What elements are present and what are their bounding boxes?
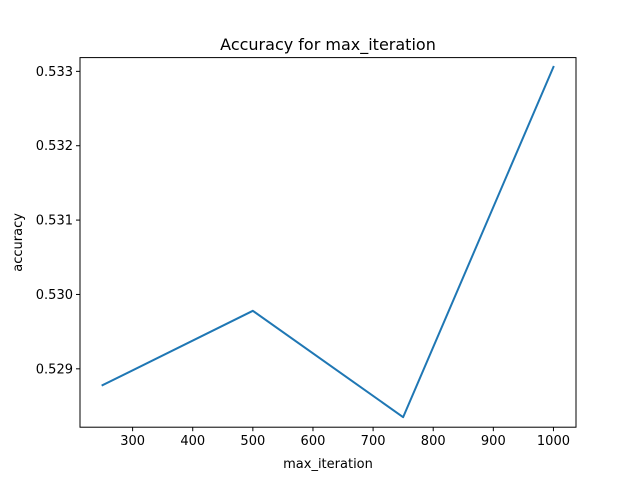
y-tick-label: 0.530	[36, 288, 73, 303]
x-axis-ticks: 300 400 500 600 700 800 900 1000	[120, 427, 570, 449]
x-tick-label: 700	[361, 434, 386, 449]
y-tick-label: 0.532	[36, 139, 73, 154]
plot-frame	[79, 57, 577, 428]
x-tick-label: 500	[240, 434, 265, 449]
y-axis-label: accuracy	[11, 213, 26, 272]
y-axis-ticks: 0.529 0.530 0.531 0.532 0.533	[36, 65, 80, 377]
y-tick-label: 0.529	[36, 362, 73, 377]
x-tick-label: 300	[120, 434, 145, 449]
chart-title: Accuracy for max_iteration	[220, 35, 436, 55]
y-tick-label: 0.531	[36, 214, 73, 229]
y-tick-label: 0.533	[36, 65, 73, 80]
x-tick-label: 400	[180, 434, 205, 449]
x-tick-label: 1000	[537, 434, 570, 449]
x-tick-label: 600	[301, 434, 326, 449]
series-line	[101, 65, 555, 419]
plot-area	[80, 57, 576, 428]
x-tick-label: 800	[421, 434, 446, 449]
x-axis-label: max_iteration	[283, 457, 373, 472]
x-tick-label: 900	[481, 434, 506, 449]
